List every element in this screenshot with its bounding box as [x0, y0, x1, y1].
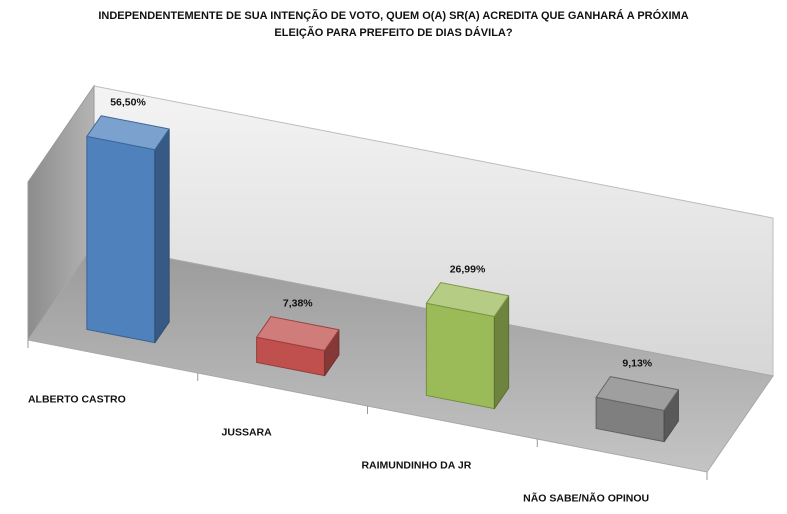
bar-2	[256, 316, 340, 377]
value-label: 26,99%	[450, 264, 486, 276]
bar-3	[425, 282, 510, 410]
bar-top-face	[595, 376, 679, 411]
bar-top-face	[256, 316, 340, 351]
chart-title-line-1: INDEPENDENTEMENTE DE SUA INTENÇÃO DE VOT…	[98, 10, 689, 22]
category-label: JUSSARA	[222, 427, 273, 439]
bar-4	[595, 376, 679, 443]
bar-front-face	[86, 135, 156, 344]
value-label: 9,13%	[622, 358, 652, 370]
bar-1	[86, 115, 170, 344]
floor	[27, 243, 774, 473]
chart-title-line-2: ELEIÇÃO PARA PREFEITO DE DIAS DÁVILA?	[274, 27, 513, 39]
chart-title: INDEPENDENTEMENTE DE SUA INTENÇÃO DE VOT…	[0, 8, 787, 42]
category-label: NÃO SABE/NÃO OPINOU	[523, 492, 649, 505]
bar-top-face	[425, 282, 510, 317]
value-label: 56,50%	[110, 97, 146, 109]
category-label: ALBERTO CASTRO	[28, 394, 126, 406]
bar-top-face	[86, 115, 170, 151]
value-label: 7,38%	[283, 298, 313, 310]
category-label: RAIMUNDINHO DA JR	[361, 460, 471, 472]
bar-side-face	[154, 128, 170, 344]
bar-front-face	[425, 302, 495, 410]
